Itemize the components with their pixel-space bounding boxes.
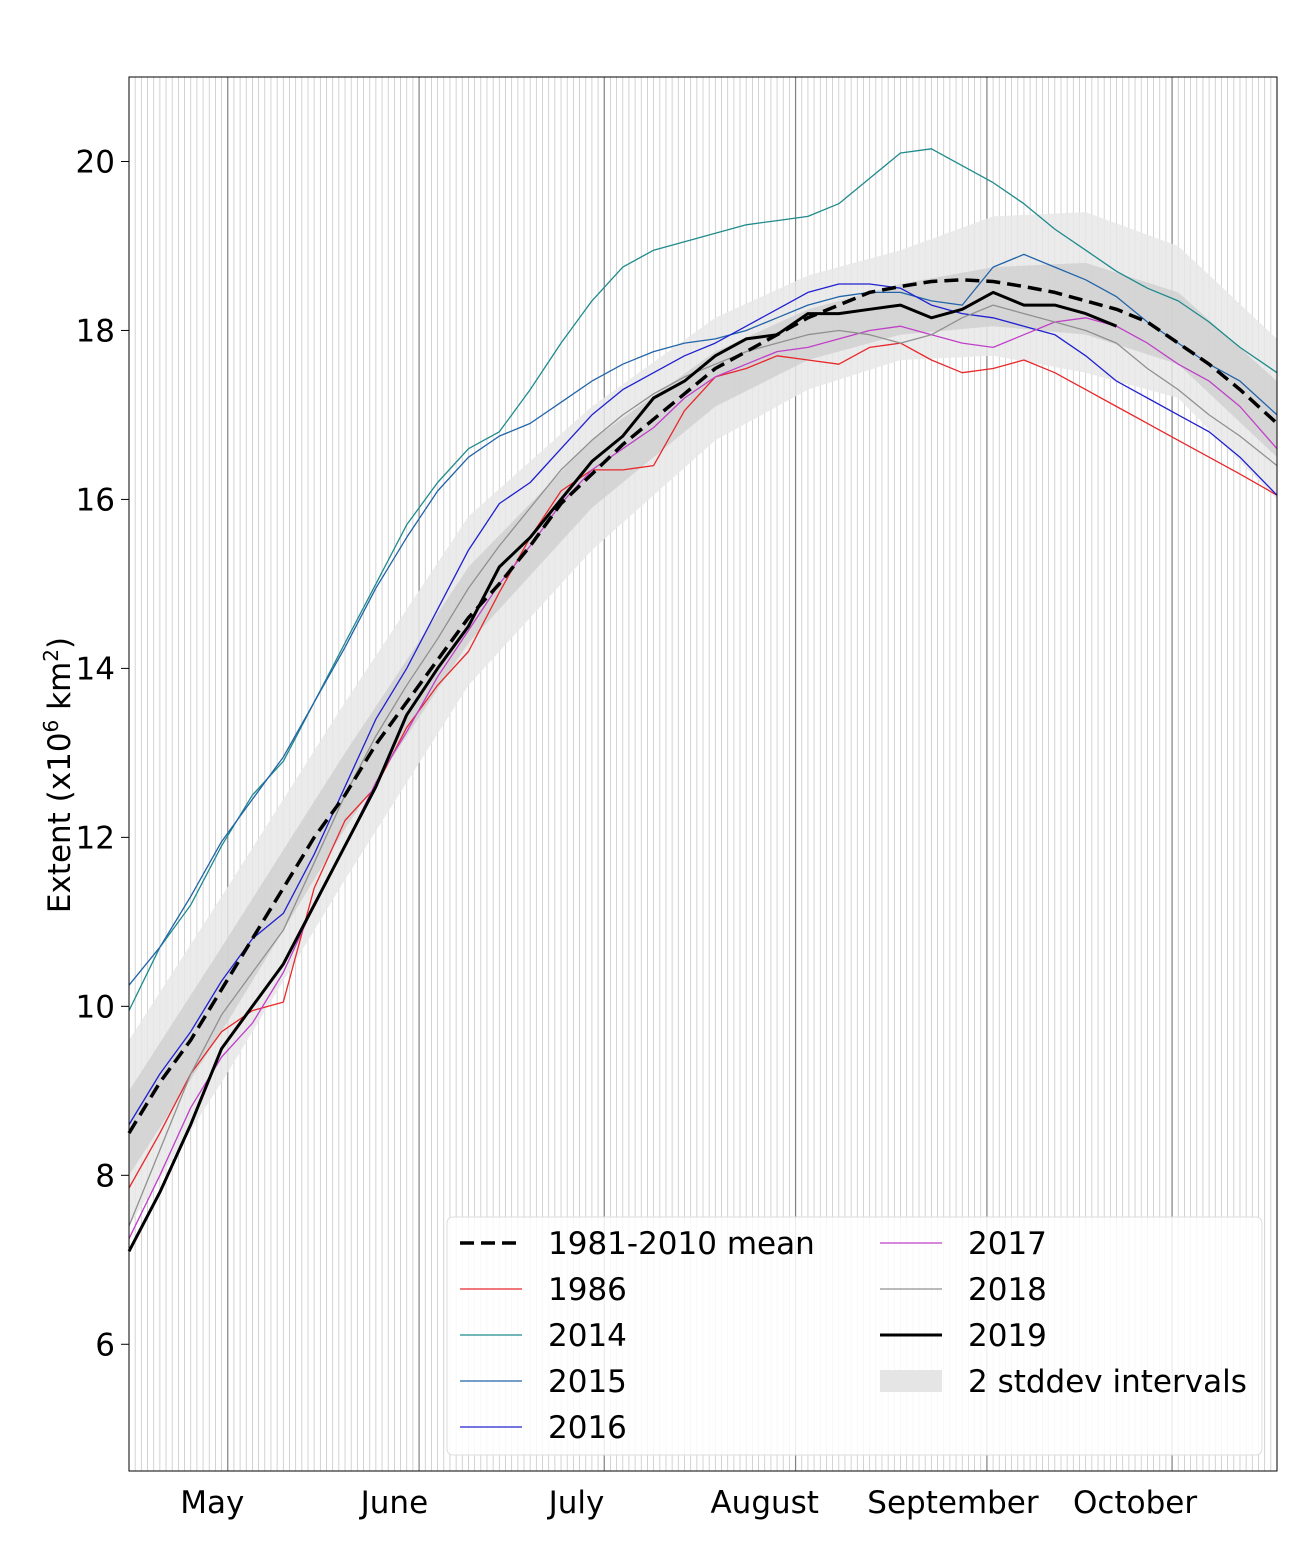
legend-item-2-stddev-intervals-label: 2 stddev intervals bbox=[968, 1364, 1247, 1400]
legend-item-2014-label: 2014 bbox=[548, 1318, 627, 1354]
series-line-2018 bbox=[128, 304, 1278, 1227]
legend-item-1986-label: 1986 bbox=[548, 1272, 627, 1308]
y-tick-label: 8 bbox=[95, 1158, 115, 1194]
legend-item-2016-label: 2016 bbox=[548, 1410, 627, 1446]
legend: 1981-2010 mean 1986 2014 2015 2016 2017 2018 20… bbox=[446, 1216, 1263, 1456]
legend-item-2017-label: 2017 bbox=[968, 1226, 1047, 1262]
y-axis-title-mid: km bbox=[42, 662, 78, 720]
y-tick-label: 18 bbox=[76, 313, 115, 349]
x-tick-label-june: June bbox=[359, 1485, 429, 1521]
y-axis-title-main: Extent (x10 bbox=[42, 732, 78, 913]
series-line-2019 bbox=[127, 290, 1118, 1252]
y-axis-title-sup2: 2 bbox=[39, 649, 63, 662]
y-tick-label: 16 bbox=[76, 482, 115, 518]
x-tick-label-july: July bbox=[547, 1485, 605, 1521]
y-tick-label: 20 bbox=[76, 144, 115, 180]
data-series bbox=[127, 148, 1279, 1252]
legend-item-2018-label: 2018 bbox=[968, 1272, 1047, 1308]
series-line-2016 bbox=[128, 283, 1278, 1125]
stddev-bands bbox=[129, 212, 1277, 1226]
legend-item-2015-label: 2015 bbox=[548, 1364, 627, 1400]
x-tick-label-may: May bbox=[180, 1485, 244, 1521]
y-tick-label: 14 bbox=[76, 651, 115, 687]
y-axis-title-sup1: 6 bbox=[39, 720, 63, 733]
legend-item-2019-label: 2019 bbox=[968, 1318, 1047, 1354]
y-axis: 6 8 10 12 14 16 18 20 bbox=[76, 144, 129, 1363]
series-line-2015 bbox=[128, 253, 1278, 986]
legend-item-2-stddev-intervals-swatch bbox=[880, 1370, 942, 1392]
y-tick-label: 12 bbox=[76, 820, 115, 856]
x-axis: May June July August September October bbox=[180, 1485, 1197, 1521]
y-axis-title-end: ) bbox=[42, 637, 78, 649]
series-line-1986 bbox=[128, 342, 1278, 1189]
y-axis-title: Extent (x106 km2) bbox=[39, 637, 78, 913]
x-tick-label-august: August bbox=[710, 1485, 819, 1521]
legend-box bbox=[446, 1216, 1263, 1456]
y-tick-label: 6 bbox=[95, 1327, 115, 1363]
series-line-1981-2010-mean bbox=[127, 278, 1279, 1135]
plot-frame bbox=[128, 76, 1278, 1472]
x-tick-label-october: October bbox=[1073, 1485, 1197, 1521]
y-tick-label: 10 bbox=[76, 989, 115, 1025]
legend-item-1981-2010-mean-label: 1981-2010 mean bbox=[548, 1226, 815, 1262]
stddev-band-inner bbox=[129, 262, 1277, 1176]
x-tick-label-september: September bbox=[867, 1485, 1039, 1521]
